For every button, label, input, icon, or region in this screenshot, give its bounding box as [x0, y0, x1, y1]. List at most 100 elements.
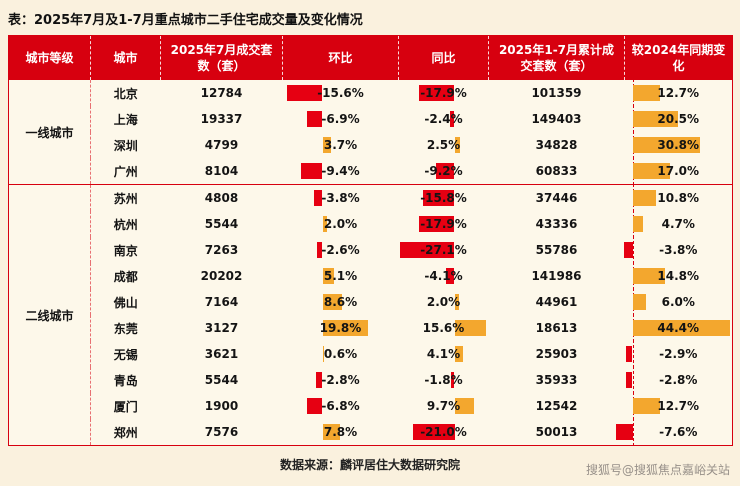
bar-value-label: -3.8%	[659, 243, 698, 257]
mom-bar-cell: 5.1%	[283, 263, 399, 289]
yoy-bar-cell: 2.0%	[399, 289, 489, 315]
header-cum-2025-volume: 2025年1-7月累计成交套数（套）	[488, 35, 625, 80]
negative-bar	[418, 85, 455, 101]
mom-bar-cell: -3.8%	[282, 184, 399, 211]
positive-bar	[454, 294, 459, 310]
positive-bar	[322, 216, 328, 232]
negative-bar	[450, 372, 455, 388]
negative-bar	[300, 163, 323, 179]
bar-value-label: 12.7%	[657, 86, 700, 100]
table-row: 杭州 5544 2.0% -17.9% 43336 4.7%	[9, 210, 733, 238]
jul-volume-cell: 8104	[204, 164, 239, 178]
positive-bar	[454, 346, 463, 362]
chg-bar-cell: -7.6%	[615, 418, 733, 446]
table-row: 成都 20202 5.1% -4.1% 141986 14.8%	[9, 262, 733, 290]
mom-bar-cell: 2.0%	[283, 211, 399, 237]
chg-bar-cell: 6.0%	[625, 288, 733, 316]
yoy-bar-cell: 4.1%	[399, 341, 489, 367]
jul-volume-cell: 4808	[160, 184, 283, 211]
bar-value-label: -1.8%	[424, 373, 463, 387]
chg-bar-cell: 12.7%	[625, 392, 733, 420]
bar-value-label: 17.0%	[657, 164, 700, 178]
positive-bar	[322, 320, 369, 336]
cum-volume-cell: 50013	[535, 425, 578, 439]
positive-bar	[454, 320, 486, 336]
mom-bar-cell: -2.6%	[283, 237, 399, 263]
header-yoy-change: 同比	[398, 35, 489, 80]
mom-bar-cell: 19.8%	[283, 315, 399, 341]
negative-bar	[313, 190, 323, 206]
mom-bar-cell: -2.8%	[283, 367, 399, 393]
jul-volume-cell: 20202	[200, 269, 243, 283]
bar-value-label: -6.9%	[321, 112, 360, 126]
negative-bar	[446, 268, 455, 284]
chg-bar-cell: 14.8%	[625, 262, 733, 290]
header-mom-change: 环比	[282, 35, 399, 80]
mom-bar-cell: -15.6%	[283, 80, 399, 106]
mom-bar-cell: -6.8%	[283, 393, 399, 419]
yoy-bar-cell: -17.9%	[399, 211, 489, 237]
positive-bar	[322, 268, 335, 284]
mom-bar-cell: -9.4%	[283, 158, 399, 185]
positive-bar	[632, 294, 646, 310]
bar-value-label: -2.4%	[424, 112, 463, 126]
bar-value-label: -15.8%	[420, 191, 467, 205]
page-title: 表：2025年7月及1-7月重点城市二手住宅成交量及变化情况	[8, 13, 363, 28]
table-row: 无锡 3621 0.6% 4.1% 25903 -2.9%	[9, 340, 733, 368]
tier-cell: 二线城市	[8, 184, 91, 446]
bar-value-label: 4.1%	[426, 347, 461, 361]
table-row: 厦门 1900 -6.8% 9.7% 12542 12.7%	[9, 392, 733, 420]
bar-value-label: 2.0%	[323, 217, 358, 231]
positive-bar	[454, 398, 474, 414]
bar-value-label: -15.6%	[317, 86, 364, 100]
data-table: 城市等级 城市 2025年7月成交套数（套） 环比 同比 2025年1-7月累计成交套数（…	[8, 35, 733, 446]
negative-bar	[412, 424, 455, 440]
city-cell: 青岛	[113, 373, 138, 388]
bar-value-label: -2.9%	[659, 347, 698, 361]
cum-volume-cell: 34828	[535, 138, 578, 152]
negative-bar	[418, 216, 455, 232]
jul-volume-cell: 19337	[200, 112, 243, 126]
positive-bar	[322, 346, 324, 362]
dashed-baseline	[632, 340, 634, 368]
positive-bar	[632, 85, 661, 101]
city-cell: 郑州	[113, 425, 138, 440]
bar-value-label: -17.9%	[420, 217, 467, 231]
cum-volume-cell: 101359	[531, 86, 582, 100]
chg-bar-cell: 10.8%	[624, 184, 733, 212]
positive-bar	[322, 137, 331, 153]
positive-bar	[632, 268, 666, 284]
cum-volume-cell: 35933	[535, 373, 578, 387]
bar-value-label: -9.4%	[321, 164, 360, 178]
jul-volume-cell: 7164	[204, 295, 239, 309]
chg-bar-cell: 12.7%	[625, 79, 733, 107]
chg-bar-cell: -3.8%	[624, 236, 733, 264]
city-cell: 深圳	[113, 138, 138, 153]
negative-bar	[316, 242, 323, 258]
cum-volume-cell: 141986	[531, 269, 582, 283]
bar-value-label: 30.8%	[657, 138, 700, 152]
header-city: 城市	[90, 35, 161, 80]
bar-value-label: -17.9%	[420, 86, 467, 100]
yoy-bar-cell: -9.2%	[399, 158, 489, 185]
bar-value-label: -2.8%	[321, 373, 360, 387]
table-row: 深圳 4799 3.7% 2.5% 34828 30.8%	[9, 131, 733, 159]
negative-bar	[306, 398, 323, 414]
data-source: 数据来源：麟评居住大数据研究院	[279, 458, 460, 472]
jul-volume-cell: 4799	[204, 138, 239, 152]
cum-volume-cell: 25903	[535, 347, 578, 361]
mom-bar-cell: 3.7%	[283, 132, 399, 158]
cum-volume-cell: 18613	[535, 321, 578, 335]
cum-volume-cell: 60833	[535, 164, 578, 178]
jul-volume-cell: 7576	[204, 425, 239, 439]
bar-value-label: 9.7%	[426, 399, 461, 413]
table-row: 二线城市 苏州 4808 -3.8% -15.8% 37446 10.8%	[8, 184, 733, 446]
city-cell: 成都	[113, 269, 138, 284]
bar-value-label: 8.6%	[323, 295, 358, 309]
yoy-bar-cell: 15.6%	[399, 315, 489, 341]
header-city-tier: 城市等级	[8, 35, 91, 80]
bar-value-label: 4.7%	[661, 217, 695, 231]
bar-value-label: -7.6%	[659, 425, 698, 439]
jul-volume-cell: 5544	[204, 217, 239, 231]
bar-value-label: 2.5%	[426, 138, 461, 152]
